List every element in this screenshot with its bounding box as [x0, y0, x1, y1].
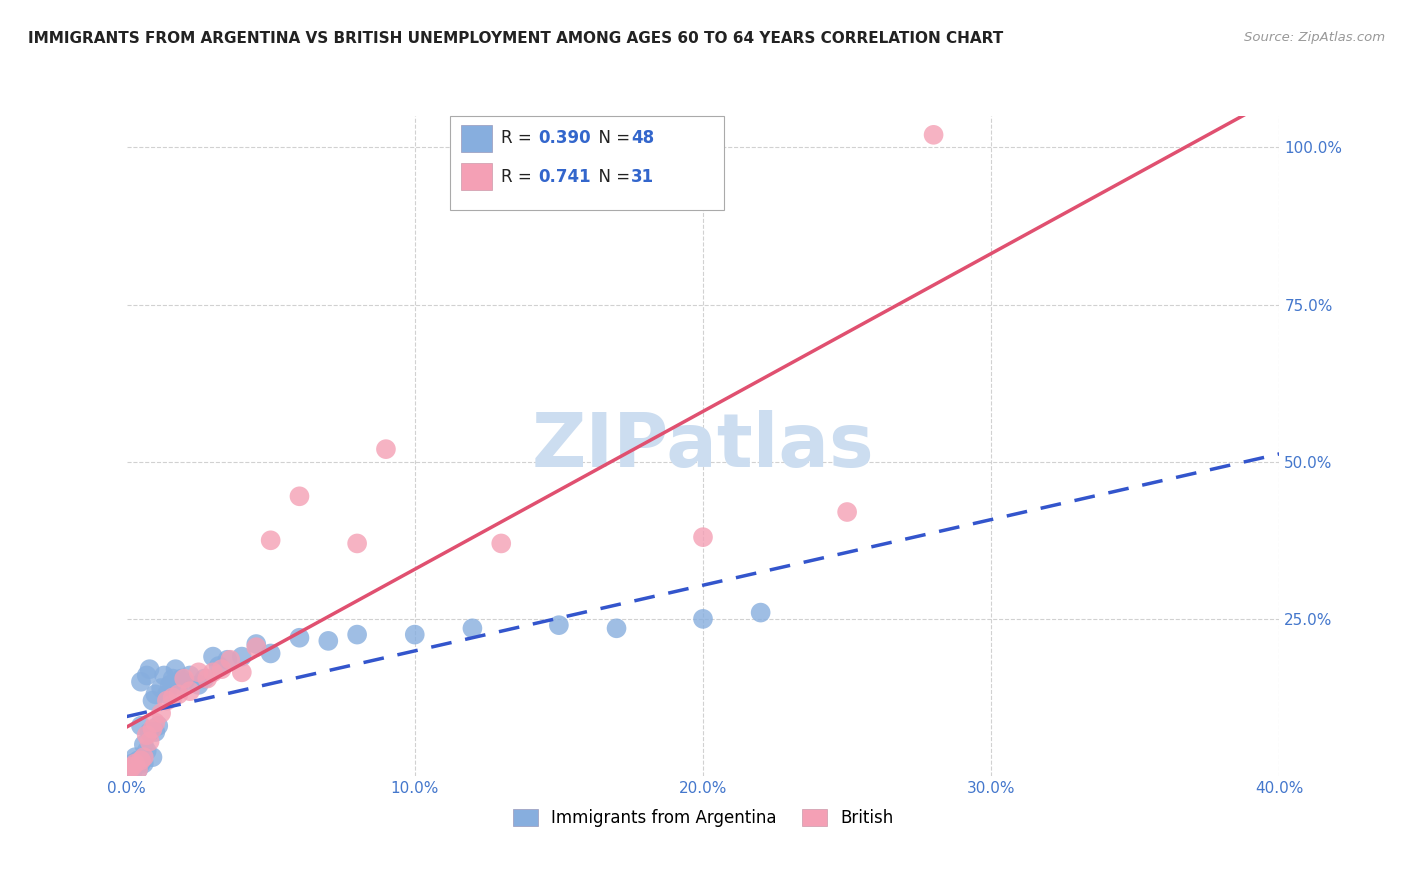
- Point: [129, 719, 152, 733]
- Point: [606, 621, 628, 635]
- Point: [288, 489, 311, 503]
- Point: [153, 668, 176, 682]
- Point: [162, 690, 184, 705]
- Point: [167, 678, 190, 692]
- Point: [461, 621, 484, 635]
- Point: [129, 756, 152, 771]
- Point: [150, 706, 173, 721]
- Point: [374, 442, 398, 457]
- Point: [141, 750, 163, 764]
- Point: [156, 693, 179, 707]
- Point: [835, 505, 858, 519]
- Text: Source: ZipAtlas.com: Source: ZipAtlas.com: [1244, 31, 1385, 45]
- Point: [127, 753, 149, 767]
- Point: [195, 672, 218, 686]
- Point: [346, 536, 368, 550]
- Point: [129, 753, 152, 767]
- Point: [162, 672, 184, 686]
- Point: [208, 659, 231, 673]
- Point: [231, 665, 253, 680]
- Point: [231, 649, 253, 664]
- Point: [118, 763, 141, 777]
- Point: [179, 684, 201, 698]
- Point: [259, 533, 281, 548]
- Point: [692, 530, 714, 544]
- Point: [145, 687, 166, 701]
- Point: [692, 612, 714, 626]
- Point: [404, 627, 426, 641]
- Point: [211, 662, 233, 676]
- Point: [121, 765, 143, 780]
- Text: 31: 31: [631, 168, 654, 186]
- Point: [132, 756, 155, 771]
- Point: [124, 759, 146, 773]
- Point: [138, 725, 160, 739]
- Point: [193, 672, 215, 686]
- Point: [245, 640, 267, 655]
- Text: IMMIGRANTS FROM ARGENTINA VS BRITISH UNEMPLOYMENT AMONG AGES 60 TO 64 YEARS CORR: IMMIGRANTS FROM ARGENTINA VS BRITISH UNE…: [28, 31, 1004, 46]
- Point: [173, 674, 195, 689]
- Point: [121, 756, 143, 771]
- Point: [135, 744, 157, 758]
- Point: [219, 653, 242, 667]
- Point: [129, 674, 152, 689]
- Point: [346, 627, 368, 641]
- Point: [138, 734, 160, 748]
- Point: [288, 631, 311, 645]
- Point: [165, 662, 187, 676]
- Point: [749, 606, 772, 620]
- Point: [318, 633, 340, 648]
- Point: [179, 668, 201, 682]
- Point: [202, 665, 225, 680]
- Point: [138, 662, 160, 676]
- Point: [150, 681, 173, 695]
- Point: [548, 618, 571, 632]
- Point: [259, 647, 281, 661]
- Text: 48: 48: [631, 129, 654, 147]
- Point: [170, 672, 193, 686]
- Point: [217, 653, 239, 667]
- Point: [148, 719, 170, 733]
- Point: [145, 725, 166, 739]
- Point: [124, 756, 146, 771]
- Point: [145, 715, 166, 730]
- Point: [173, 672, 195, 686]
- Point: [141, 722, 163, 736]
- Text: ZIPatlas: ZIPatlas: [531, 409, 875, 483]
- Text: R =: R =: [501, 129, 537, 147]
- Point: [121, 759, 143, 773]
- Text: N =: N =: [588, 129, 636, 147]
- Point: [156, 687, 179, 701]
- Point: [202, 649, 225, 664]
- Point: [922, 128, 945, 142]
- Text: 0.390: 0.390: [538, 129, 591, 147]
- Point: [187, 665, 209, 680]
- Point: [118, 763, 141, 777]
- Text: R =: R =: [501, 168, 537, 186]
- Point: [491, 536, 513, 550]
- Legend: Immigrants from Argentina, British: Immigrants from Argentina, British: [506, 802, 900, 834]
- Point: [167, 687, 190, 701]
- Text: 0.741: 0.741: [538, 168, 591, 186]
- Point: [135, 668, 157, 682]
- Point: [135, 728, 157, 742]
- Point: [127, 763, 149, 777]
- Point: [132, 738, 155, 752]
- Point: [124, 750, 146, 764]
- Point: [127, 763, 149, 777]
- Point: [132, 750, 155, 764]
- Point: [245, 637, 267, 651]
- Point: [159, 678, 181, 692]
- Text: N =: N =: [588, 168, 636, 186]
- Point: [141, 693, 163, 707]
- Point: [187, 678, 209, 692]
